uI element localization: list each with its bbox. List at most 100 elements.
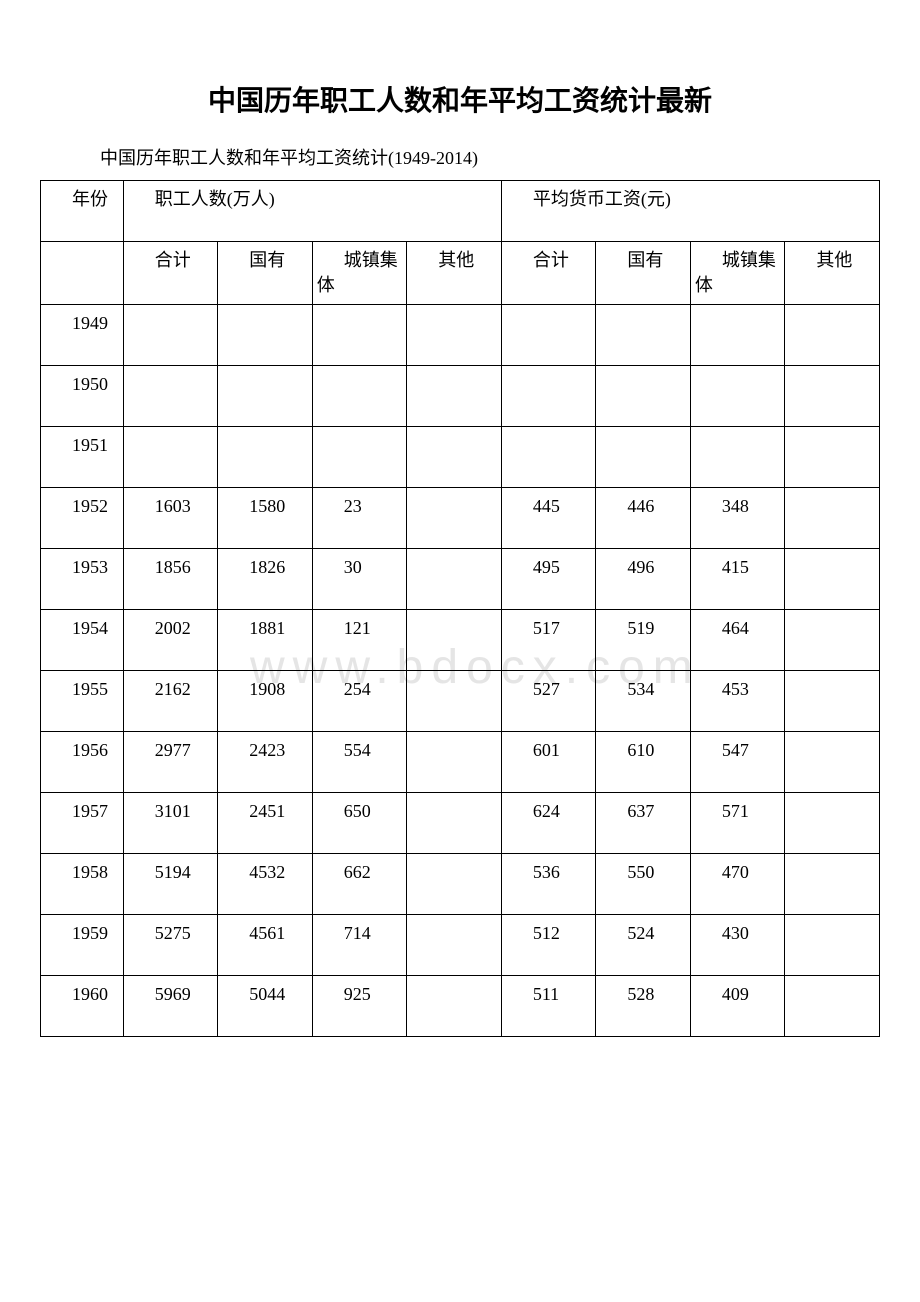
cell-year: 1951 (41, 427, 124, 488)
cell-value: 1856 (123, 549, 218, 610)
cell-year: 1954 (41, 610, 124, 671)
cell-value: 2002 (123, 610, 218, 671)
cell-value: 662 (312, 854, 407, 915)
cell-year: 1953 (41, 549, 124, 610)
table-row: 195731012451650624637571 (41, 793, 880, 854)
cell-value: 519 (596, 610, 691, 671)
statistics-table: 年份 职工人数(万人) 平均货币工资(元) 合计 国有 城镇集体 其他 合计 国… (40, 180, 880, 1037)
cell-value (690, 366, 785, 427)
cell-value: 547 (690, 732, 785, 793)
cell-value (407, 793, 502, 854)
cell-value: 637 (596, 793, 691, 854)
cell-value: 430 (690, 915, 785, 976)
cell-value (407, 488, 502, 549)
header-blank (41, 241, 124, 304)
cell-value (785, 488, 880, 549)
cell-value (596, 305, 691, 366)
table-header-row-1: 年份 职工人数(万人) 平均货币工资(元) (41, 180, 880, 241)
cell-value: 415 (690, 549, 785, 610)
cell-value (785, 549, 880, 610)
header-group-employees: 职工人数(万人) (123, 180, 501, 241)
cell-value (218, 366, 313, 427)
page-subtitle: 中国历年职工人数和年平均工资统计(1949-2014) (100, 144, 880, 170)
cell-value (785, 366, 880, 427)
cell-value (501, 305, 596, 366)
cell-value (312, 305, 407, 366)
cell-value (123, 427, 218, 488)
cell-value: 2423 (218, 732, 313, 793)
cell-value: 610 (596, 732, 691, 793)
header-total-2: 合计 (501, 241, 596, 304)
page-title: 中国历年职工人数和年平均工资统计最新 (40, 79, 880, 119)
cell-year: 1956 (41, 732, 124, 793)
cell-value: 2451 (218, 793, 313, 854)
table-body: 1949195019511952160315802344544634819531… (41, 305, 880, 1037)
cell-value: 30 (312, 549, 407, 610)
cell-value (312, 366, 407, 427)
table-row: 195420021881121517519464 (41, 610, 880, 671)
cell-value: 517 (501, 610, 596, 671)
cell-value: 527 (501, 671, 596, 732)
cell-year: 1959 (41, 915, 124, 976)
cell-value (407, 305, 502, 366)
cell-value (785, 427, 880, 488)
cell-year: 1957 (41, 793, 124, 854)
cell-value: 445 (501, 488, 596, 549)
cell-value (690, 305, 785, 366)
cell-value: 1826 (218, 549, 313, 610)
table-row: 196059695044925511528409 (41, 976, 880, 1037)
cell-value (407, 366, 502, 427)
cell-value: 23 (312, 488, 407, 549)
cell-year: 1952 (41, 488, 124, 549)
table-row: 19521603158023 445446348 (41, 488, 880, 549)
cell-value: 536 (501, 854, 596, 915)
cell-value: 3101 (123, 793, 218, 854)
cell-value (501, 366, 596, 427)
header-other-1: 其他 (407, 241, 502, 304)
cell-value: 714 (312, 915, 407, 976)
cell-value (690, 427, 785, 488)
cell-value (407, 976, 502, 1037)
cell-value (785, 305, 880, 366)
cell-year: 1950 (41, 366, 124, 427)
cell-value: 1603 (123, 488, 218, 549)
cell-value (312, 427, 407, 488)
header-group-salary: 平均货币工资(元) (501, 180, 879, 241)
cell-year: 1955 (41, 671, 124, 732)
cell-value: 1580 (218, 488, 313, 549)
table-header-row-2: 合计 国有 城镇集体 其他 合计 国有 城镇集体 其他 (41, 241, 880, 304)
cell-value: 2977 (123, 732, 218, 793)
table-row: 195952754561714512524430 (41, 915, 880, 976)
cell-value (785, 915, 880, 976)
cell-year: 1949 (41, 305, 124, 366)
cell-value: 2162 (123, 671, 218, 732)
cell-value: 524 (596, 915, 691, 976)
cell-value: 464 (690, 610, 785, 671)
cell-value: 254 (312, 671, 407, 732)
table-row: 1951 (41, 427, 880, 488)
cell-value: 5044 (218, 976, 313, 1037)
cell-value: 409 (690, 976, 785, 1037)
cell-value (785, 854, 880, 915)
cell-value: 550 (596, 854, 691, 915)
cell-value (407, 915, 502, 976)
cell-value: 470 (690, 854, 785, 915)
cell-value (501, 427, 596, 488)
table-row: 195629772423554601610547 (41, 732, 880, 793)
header-collective-1: 城镇集体 (312, 241, 407, 304)
cell-year: 1958 (41, 854, 124, 915)
cell-value (407, 610, 502, 671)
cell-value: 348 (690, 488, 785, 549)
cell-value: 1881 (218, 610, 313, 671)
cell-value: 495 (501, 549, 596, 610)
cell-value: 446 (596, 488, 691, 549)
cell-value (407, 549, 502, 610)
table-row: 1950 (41, 366, 880, 427)
cell-value (596, 366, 691, 427)
header-state-1: 国有 (218, 241, 313, 304)
cell-value (407, 671, 502, 732)
cell-value (123, 366, 218, 427)
header-year: 年份 (41, 180, 124, 241)
cell-value (596, 427, 691, 488)
cell-value (407, 427, 502, 488)
